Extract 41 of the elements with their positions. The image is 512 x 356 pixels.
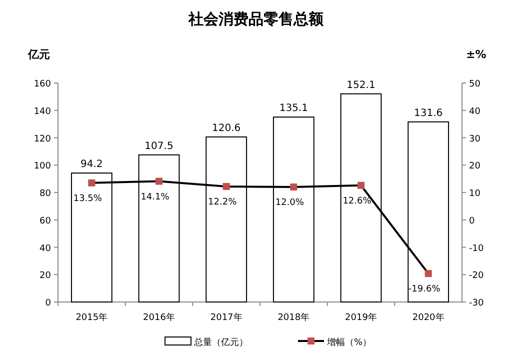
x-tick-label: 2016年 (143, 312, 175, 323)
chart-title: 社会消费品零售总额 (188, 10, 324, 28)
x-tick-label: 2018年 (278, 312, 310, 323)
y-tick-label: 60 (40, 216, 52, 226)
y-tick-label: 120 (34, 134, 52, 144)
y2-tick-label: -30 (469, 298, 484, 308)
y2-tick-label: 40 (469, 106, 481, 117)
data-label: 12.6% (342, 196, 372, 206)
data-label: 135.1 (279, 103, 308, 114)
x-tick-label: 2015年 (76, 312, 108, 323)
y2-tick-label: 30 (469, 134, 481, 144)
y-tick-label: 100 (34, 162, 52, 172)
y-tick-label: 20 (40, 271, 52, 282)
y2-tick-label: 20 (469, 162, 481, 172)
y2-axis-title: ±% (466, 48, 486, 61)
data-label: 107.5 (144, 140, 174, 152)
y-tick-label: 160 (34, 80, 52, 90)
x-tick-label: 2020年 (412, 312, 444, 323)
x-tick-label: 2017年 (210, 312, 242, 323)
data-label: 13.5% (73, 194, 102, 204)
data-label: 14.1% (140, 192, 170, 202)
data-label: 152.1 (346, 80, 376, 91)
y-tick-label: 140 (34, 106, 52, 117)
y-tick-label: 40 (40, 244, 52, 254)
x-tick-label: 2019年 (345, 312, 377, 323)
y-tick-label: 0 (45, 298, 52, 308)
y2-tick-label: -20 (469, 271, 484, 282)
data-label: 12.2% (208, 197, 238, 208)
data-label: -19.6% (408, 284, 441, 295)
data-label: 94.2 (80, 159, 103, 170)
data-label: 12.0% (275, 198, 304, 208)
y2-tick-label: 50 (469, 80, 481, 90)
legend-label: 增幅（%） (326, 337, 372, 348)
legend-label: 总量（亿元） (193, 337, 248, 348)
y2-tick-label: -10 (469, 244, 484, 254)
y-tick-label: 80 (40, 189, 52, 199)
y2-tick-label: 0 (469, 216, 475, 226)
y2-tick-label: 10 (469, 189, 481, 199)
data-label: 131.6 (414, 108, 443, 119)
y-axis-title: 亿元 (27, 48, 50, 61)
data-label: 120.6 (212, 122, 241, 134)
